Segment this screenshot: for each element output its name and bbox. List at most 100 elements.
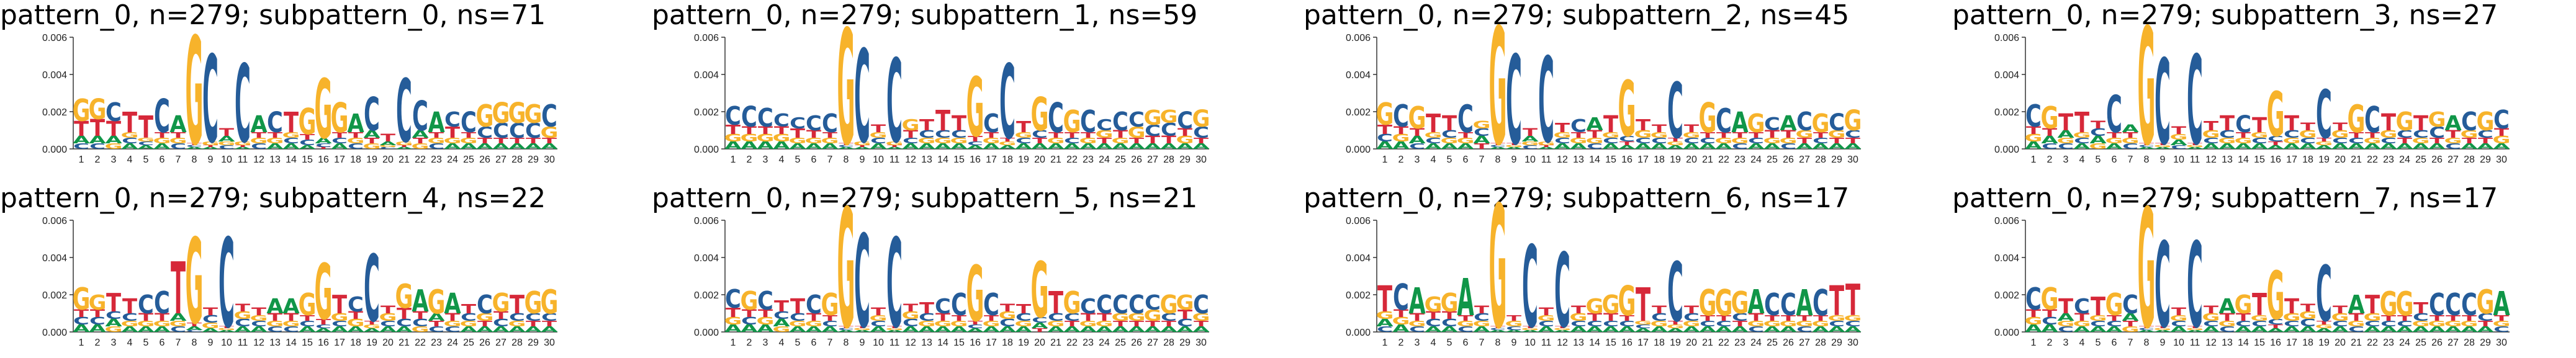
logo-letter-t: T bbox=[887, 326, 902, 329]
logo-letter-t: T bbox=[381, 132, 395, 144]
logo-letter-a: A bbox=[379, 141, 397, 147]
logo-letter-c: C bbox=[444, 108, 461, 132]
y-tick-label: 0.004 bbox=[1994, 253, 2019, 264]
x-tick-label: 8 bbox=[2144, 154, 2150, 165]
logo-letter-t: T bbox=[2430, 314, 2444, 323]
logo-letter-a: A bbox=[2267, 145, 2284, 151]
logo-letter-g: G bbox=[315, 249, 333, 338]
x-tick-label: 9 bbox=[860, 338, 865, 348]
logo-letter-a: A bbox=[1570, 142, 1587, 151]
logo-letter-g: G bbox=[1715, 283, 1733, 324]
logo-letter-g: G bbox=[250, 314, 268, 323]
logo-letter-g: G bbox=[492, 288, 510, 318]
logo-letter-t: T bbox=[284, 311, 299, 323]
logo-letter-g: G bbox=[2331, 311, 2349, 323]
logo-letter-a: A bbox=[218, 135, 235, 143]
logo-letter-c: C bbox=[2268, 318, 2284, 326]
logo-letter-g: G bbox=[1634, 128, 1652, 140]
logo-letter-g: G bbox=[105, 325, 123, 334]
logo-letter-a: A bbox=[966, 328, 984, 334]
logo-letter-c: C bbox=[1032, 128, 1048, 140]
logo-letter-t: T bbox=[758, 125, 773, 136]
logo-letter-g: G bbox=[1667, 324, 1685, 330]
x-tick-label: 1 bbox=[79, 154, 84, 165]
logo-letter-a: A bbox=[89, 323, 106, 334]
logo-letter-g: G bbox=[121, 320, 139, 328]
logo-letter-t: T bbox=[2139, 143, 2154, 146]
logo-letter-c: C bbox=[1780, 287, 1796, 323]
logo-letter-g: G bbox=[153, 136, 171, 145]
x-tick-label: 29 bbox=[528, 338, 539, 348]
x-tick-label: 29 bbox=[1831, 338, 1842, 348]
logo-letter-g: G bbox=[444, 136, 462, 145]
logo-letter-a: A bbox=[2380, 325, 2397, 334]
logo-letter-a: A bbox=[347, 325, 364, 334]
y-tick-label: 0.006 bbox=[1346, 33, 1371, 43]
logo-letter-c: C bbox=[822, 320, 838, 328]
logo-letter-g: G bbox=[2267, 79, 2285, 151]
logo-letter-a: A bbox=[2428, 142, 2446, 151]
chart-title: pattern_0, n=279; subpattern_3, ns=27 bbox=[1952, 0, 2498, 31]
y-tick-label: 0.006 bbox=[42, 216, 67, 226]
logo-letter-g: G bbox=[2461, 320, 2479, 328]
logo-letter-a: A bbox=[1160, 325, 1178, 334]
x-tick-label: 15 bbox=[1605, 338, 1616, 348]
logo-panel: pattern_0, n=279; subpattern_3, ns=27 0.0… bbox=[1952, 0, 2573, 182]
logo-letter-a: A bbox=[1828, 325, 1845, 334]
logo-letter-c: C bbox=[2219, 128, 2235, 140]
x-tick-label: 27 bbox=[2448, 338, 2459, 348]
logo-letter-g: G bbox=[1047, 320, 1065, 328]
logo-letter-c: C bbox=[983, 287, 999, 323]
logo-letter-g: G bbox=[805, 320, 823, 328]
logo-letter-c: C bbox=[2187, 30, 2203, 173]
logo-letter-c: C bbox=[935, 128, 951, 140]
logo-letter-a: A bbox=[89, 134, 106, 146]
x-tick-label: 27 bbox=[495, 338, 507, 348]
logo-letter-a: A bbox=[2412, 325, 2430, 334]
x-tick-label: 18 bbox=[2302, 154, 2313, 165]
logo-letter-c: C bbox=[509, 119, 525, 143]
logo-letter-a: A bbox=[805, 142, 822, 151]
x-tick-label: 2 bbox=[747, 338, 752, 348]
logo-letter-a: A bbox=[1079, 325, 1097, 334]
logo-letter-c: C bbox=[348, 293, 364, 317]
x-tick-label: 20 bbox=[382, 154, 394, 165]
x-tick-label: 11 bbox=[1541, 338, 1552, 348]
logo-letter-g: G bbox=[1079, 136, 1097, 145]
logo-letter-g: G bbox=[2218, 136, 2236, 145]
logo-letter-a: A bbox=[1473, 134, 1490, 146]
logo-letter-t: T bbox=[1813, 131, 1828, 140]
logo-letter-t: T bbox=[2220, 311, 2235, 323]
logo-letter-c: C bbox=[2251, 136, 2268, 145]
logo-letter-g: G bbox=[476, 311, 494, 323]
y-tick-label: 0.000 bbox=[694, 145, 719, 155]
logo-letter-g: G bbox=[2154, 145, 2172, 148]
logo-letter-t: T bbox=[1797, 314, 1812, 323]
logo-letter-t: T bbox=[1603, 110, 1618, 138]
logo-letter-c: C bbox=[218, 213, 235, 356]
logo-letter-t: T bbox=[2381, 314, 2396, 323]
logo-letter-c: C bbox=[1409, 325, 1425, 334]
logo-letter-a: A bbox=[1505, 146, 1523, 150]
logo-letter-a: A bbox=[1489, 329, 1506, 333]
logo-letter-a: A bbox=[186, 326, 203, 332]
logo-letter-t: T bbox=[2187, 143, 2202, 146]
logo-letter-g: G bbox=[2331, 128, 2349, 140]
x-tick-label: 29 bbox=[2480, 154, 2491, 165]
logo-letter-g: G bbox=[1015, 320, 1033, 328]
x-tick-label: 27 bbox=[1147, 338, 1158, 348]
x-tick-label: 21 bbox=[1702, 338, 1713, 348]
x-tick-label: 8 bbox=[844, 338, 849, 348]
logo-letter-c: C bbox=[154, 89, 170, 143]
logo-letter-g: G bbox=[347, 317, 365, 329]
x-tick-label: 6 bbox=[1463, 154, 1469, 165]
y-tick-label: 0.004 bbox=[42, 253, 67, 264]
logo-letter-g: G bbox=[966, 251, 984, 339]
logo-letter-t: T bbox=[919, 300, 934, 317]
logo-letter-t: T bbox=[774, 298, 789, 315]
logo-letter-a: A bbox=[886, 329, 903, 333]
logo-letter-c: C bbox=[2300, 317, 2316, 329]
sequence-logo: 0.0000.0020.0040.0061AGTC2ACTG3CGAT4AGTC… bbox=[1994, 176, 2511, 358]
logo-letter-t: T bbox=[2107, 314, 2122, 323]
